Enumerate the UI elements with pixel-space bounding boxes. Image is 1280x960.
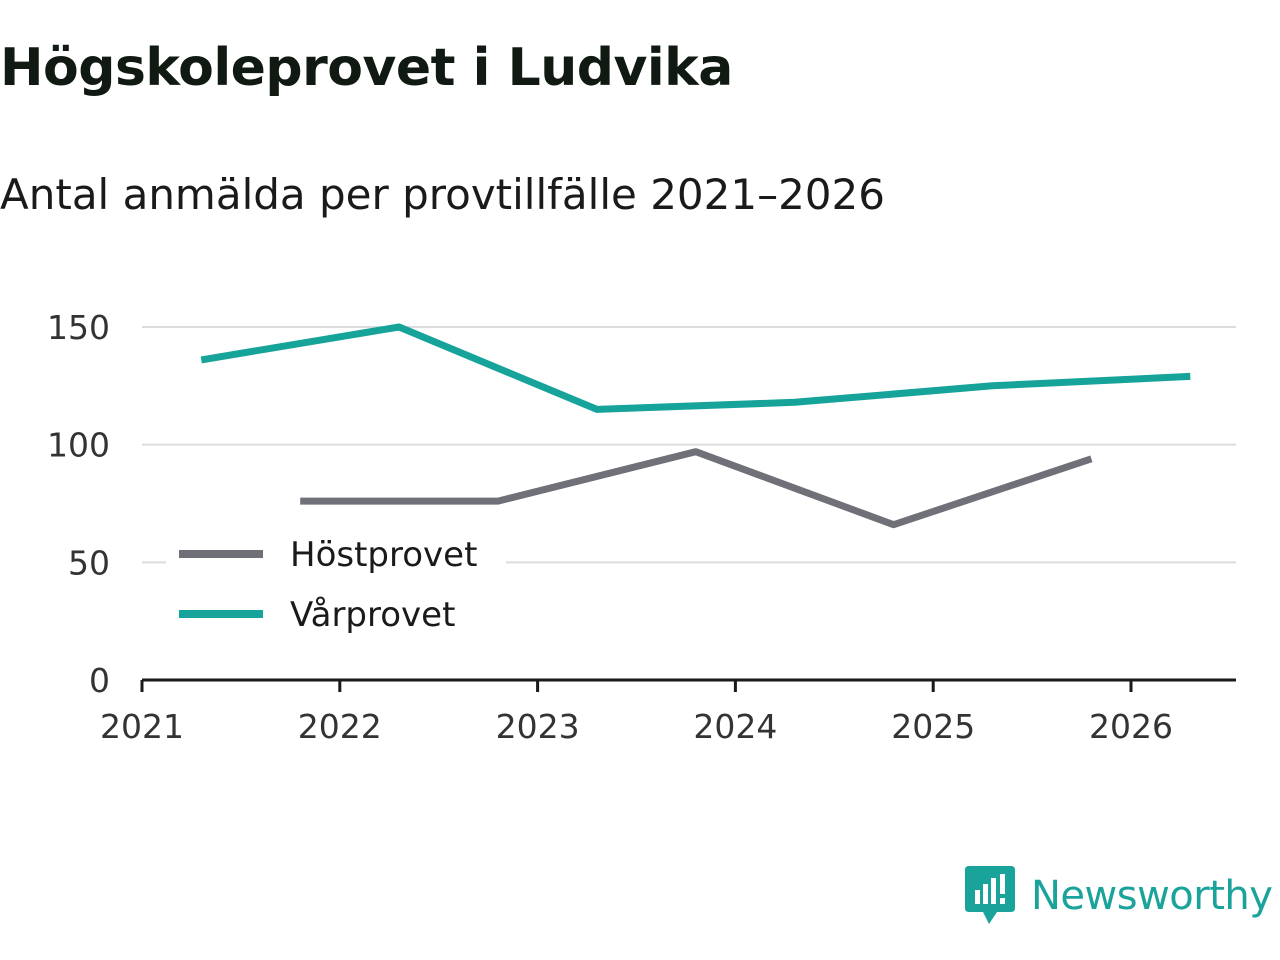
y-axis-labels: 0 50 100 150 [47,308,110,700]
series-line-varprovet [200,323,1191,413]
x-tick-label-2025: 2025 [891,707,975,746]
newsworthy-logo: Newsworthy [965,866,1273,926]
y-tick-label-50: 50 [68,543,110,582]
series-lines [200,323,1191,529]
newsworthy-logo-icon [965,866,1015,924]
y-tick-label-0: 0 [89,661,110,700]
legend: Höstprovet Vårprovet [166,528,506,648]
x-tick-label-2026: 2026 [1089,707,1173,746]
x-axis: 2021 2022 2023 2024 2025 2026 [100,678,1236,746]
y-tick-label-100: 100 [47,426,110,465]
x-tick-label-2021: 2021 [100,707,184,746]
x-tick-label-2023: 2023 [496,707,580,746]
legend-background [166,528,506,648]
x-tick-label-2024: 2024 [693,707,777,746]
legend-label-hostprovet: Höstprovet [290,535,477,575]
brand-name: Newsworthy [1031,873,1273,919]
series-line-hostprovet [300,448,1093,529]
chart-title: Högskoleprovet i Ludvika [0,38,733,98]
legend-label-varprovet: Vårprovet [290,595,455,635]
x-tick-label-2022: 2022 [298,707,382,746]
y-tick-label-150: 150 [47,308,110,347]
grid-lines [142,326,1236,564]
chart-subtitle: Antal anmälda per provtillfälle 2021–202… [0,170,885,219]
